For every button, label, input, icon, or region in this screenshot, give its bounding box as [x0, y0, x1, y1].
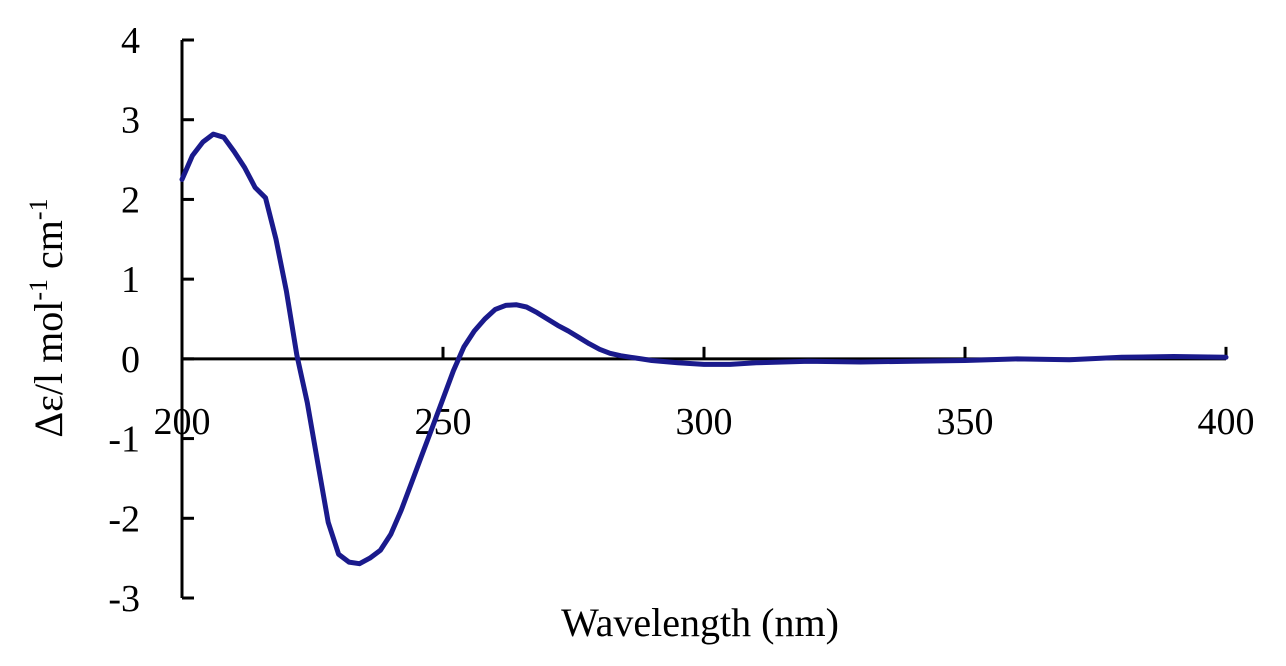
y-tick-label: -3: [108, 578, 140, 620]
y-ticks: 4 3 2 1 0 -1 -2 -3: [108, 20, 194, 620]
y-axis-title-sup1: -1: [24, 279, 53, 301]
x-tick-label: 400: [1198, 401, 1255, 443]
x-ticks: 200 250 300 350 400: [154, 346, 1255, 443]
y-axis-title: Δε/l mol-1 cm-1: [24, 198, 71, 437]
x-tick-label: 300: [676, 401, 733, 443]
y-tick-label: 4: [121, 20, 140, 62]
y-tick-label: 1: [121, 259, 140, 301]
y-axis-title-sup2: -1: [24, 198, 53, 220]
series-line: [179, 131, 1229, 567]
x-tick-label: 200: [154, 401, 211, 443]
series-group: [179, 131, 1229, 567]
y-tick-label: 3: [121, 100, 140, 142]
x-axis-title: Wavelength (nm): [561, 600, 839, 645]
y-tick-label: 0: [121, 339, 140, 381]
y-tick-label: -1: [108, 419, 140, 461]
y-axis-title-part1: Δε/l mol: [26, 301, 71, 438]
axes: [180, 40, 1226, 598]
y-tick-label: -2: [108, 498, 140, 540]
y-tick-label: 2: [121, 179, 140, 221]
x-tick-label: 350: [937, 401, 994, 443]
x-tick-label: 250: [415, 401, 472, 443]
y-axis-title-part2: cm: [26, 220, 71, 279]
